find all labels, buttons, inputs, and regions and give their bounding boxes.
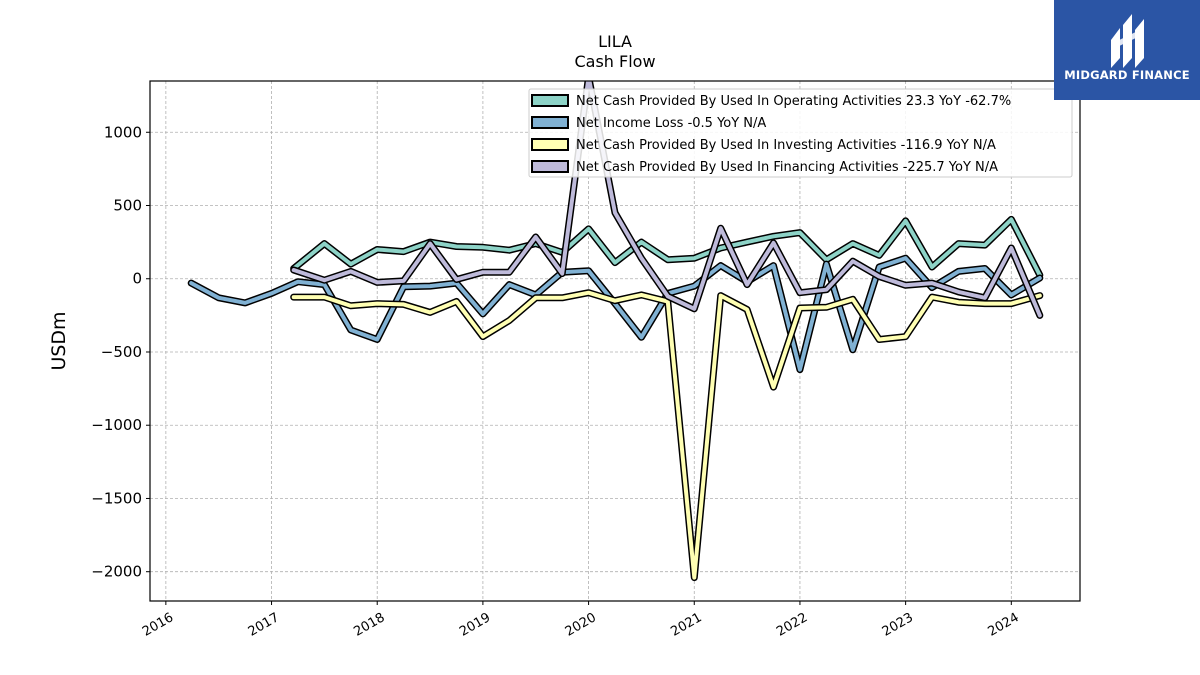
x-tick-label: 2019 — [457, 610, 493, 640]
chart-subtitle: Cash Flow — [574, 52, 655, 71]
legend-box — [528, 88, 1073, 178]
x-tick-label: 2024 — [985, 610, 1021, 640]
logo-mark-icon — [1111, 14, 1144, 68]
chart-title: LILA — [598, 32, 632, 51]
y-tick-label: 500 — [113, 197, 142, 215]
series-core — [291, 217, 1042, 278]
legend-swatch — [531, 138, 569, 151]
y-tick-label: 0 — [132, 270, 142, 288]
plot-frame — [149, 80, 1081, 602]
y-tick-label: −1500 — [91, 489, 142, 507]
logo-text: MIDGARD FINANCE — [1064, 68, 1190, 82]
legend-swatch — [531, 116, 569, 129]
brand-logo: MIDGARD FINANCE — [1054, 0, 1200, 100]
series-line-4 — [290, 81, 1044, 319]
x-tick-label: 2018 — [351, 610, 387, 640]
series-core — [291, 290, 1042, 580]
series-core — [291, 81, 1042, 318]
series-lines — [187, 81, 1044, 582]
x-tick-label: 2021 — [668, 610, 704, 640]
x-tick-label: 2016 — [140, 610, 176, 640]
series-line-3 — [290, 289, 1044, 582]
legend-label: Net Income Loss -0.5 YoY N/A — [576, 116, 766, 131]
y-tick-label: −500 — [101, 343, 142, 361]
x-tick-label: 2023 — [880, 610, 916, 640]
y-tick-label: −1000 — [91, 416, 142, 434]
axis-ticks: 2016 2017 2018 2019 2020 2021 2022 2023 2024 1000… — [91, 123, 1021, 639]
legend-label: Net Cash Provided By Used In Operating A… — [576, 94, 1011, 109]
x-tick-label: 2017 — [246, 610, 282, 640]
legend: Net Cash Provided By Used In Operating A… — [528, 88, 1073, 178]
x-tick-label: 2020 — [563, 610, 599, 640]
legend-swatch — [531, 160, 569, 173]
y-axis-label: USDm — [48, 311, 70, 370]
series-line-1 — [290, 215, 1044, 279]
legend-swatch — [531, 94, 569, 107]
y-tick-label: 1000 — [104, 123, 142, 141]
series-outline — [290, 215, 1044, 279]
y-tick-label: −2000 — [91, 563, 142, 581]
legend-label: Net Cash Provided By Used In Financing A… — [576, 160, 998, 175]
x-tick-label: 2022 — [774, 610, 810, 640]
legend-label: Net Cash Provided By Used In Investing A… — [576, 138, 996, 153]
series-outline — [290, 289, 1044, 582]
